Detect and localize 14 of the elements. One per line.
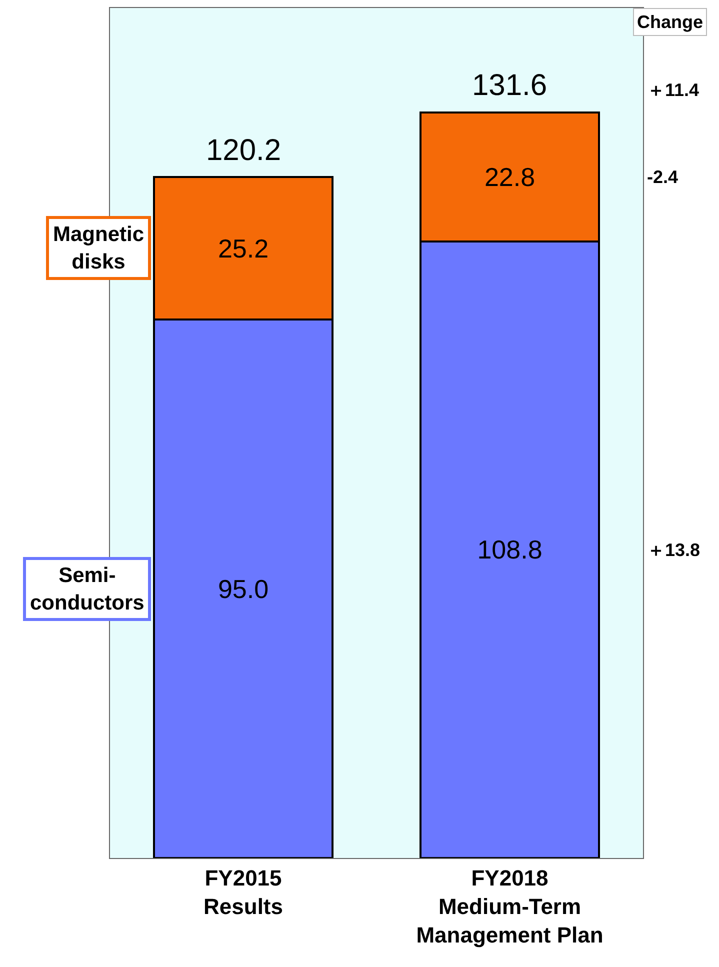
x-tick-label: FY2015 Results	[204, 865, 283, 919]
data-label: 22.8	[484, 162, 536, 192]
data-label: 25.2	[218, 233, 269, 264]
text: ＋13.8	[647, 540, 700, 560]
annotation: Change	[637, 12, 704, 32]
series-label: Magnetic disks	[53, 223, 144, 274]
total-label: 131.6	[472, 69, 548, 102]
series-label: Semi- conductors	[30, 564, 144, 614]
data-label: 108.8	[477, 534, 542, 565]
total-label: 120.2	[206, 134, 282, 167]
text: ＋11.4	[647, 80, 700, 100]
x-tick-label: FY2018 Medium-Term Management Plan	[416, 865, 604, 948]
text: -2.4	[647, 167, 678, 187]
data-label: 95.0	[218, 574, 269, 604]
